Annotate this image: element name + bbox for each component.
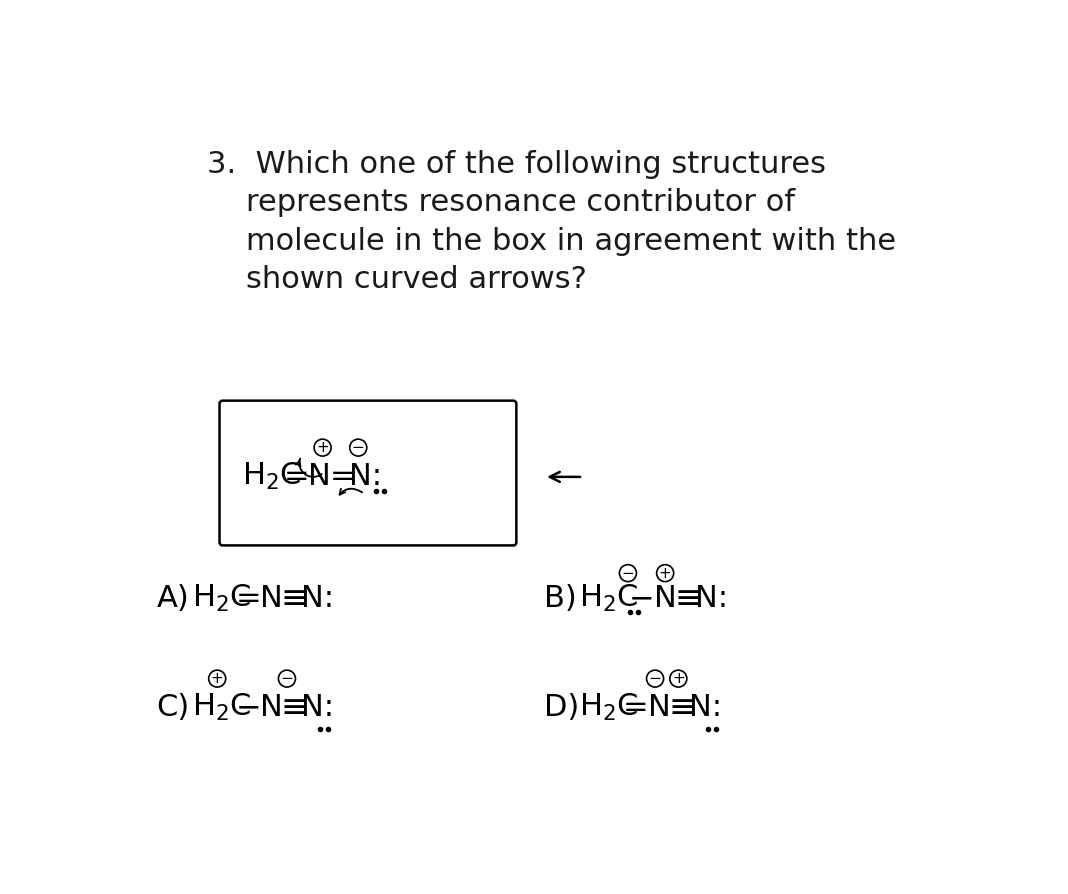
Text: ≡: ≡ bbox=[674, 582, 703, 615]
Text: N: N bbox=[647, 694, 671, 722]
Text: −: − bbox=[235, 694, 261, 722]
Text: 3.  Which one of the following structures: 3. Which one of the following structures bbox=[207, 149, 827, 179]
Text: −: − bbox=[351, 440, 364, 455]
Text: H$_2$C: H$_2$C bbox=[579, 692, 639, 723]
Text: A): A) bbox=[157, 584, 189, 613]
Text: N:: N: bbox=[695, 584, 728, 613]
Text: H$_2$C: H$_2$C bbox=[242, 461, 301, 493]
Text: B): B) bbox=[545, 584, 577, 613]
Text: N:: N: bbox=[301, 584, 334, 613]
Text: +: + bbox=[316, 440, 329, 455]
Text: +: + bbox=[210, 671, 223, 686]
Text: H$_2$C: H$_2$C bbox=[191, 692, 251, 723]
Text: D): D) bbox=[545, 694, 580, 722]
Text: N: N bbox=[309, 462, 331, 492]
Text: molecule in the box in agreement with the: molecule in the box in agreement with th… bbox=[207, 227, 896, 256]
Text: C): C) bbox=[157, 694, 190, 722]
Text: N: N bbox=[654, 584, 676, 613]
Text: N:: N: bbox=[349, 462, 382, 492]
Text: represents resonance contributor of: represents resonance contributor of bbox=[207, 188, 795, 217]
Text: shown curved arrows?: shown curved arrows? bbox=[207, 266, 587, 294]
Text: ≡: ≡ bbox=[669, 691, 696, 724]
Text: H$_2$C: H$_2$C bbox=[191, 583, 251, 614]
Text: H$_2$C: H$_2$C bbox=[579, 583, 639, 614]
FancyBboxPatch shape bbox=[220, 401, 516, 545]
Text: N:: N: bbox=[301, 694, 334, 722]
Text: −: − bbox=[648, 671, 661, 686]
Text: −: − bbox=[628, 584, 654, 613]
Text: ≡: ≡ bbox=[281, 582, 309, 615]
Text: N:: N: bbox=[689, 694, 722, 722]
Text: =: = bbox=[330, 462, 356, 492]
Text: =: = bbox=[623, 694, 648, 722]
Text: ≡: ≡ bbox=[281, 691, 309, 724]
Text: +: + bbox=[672, 671, 685, 686]
Text: =: = bbox=[283, 462, 309, 492]
Text: +: + bbox=[659, 566, 672, 580]
Text: N: N bbox=[261, 694, 283, 722]
Text: −: − bbox=[622, 566, 634, 580]
Text: −: − bbox=[281, 671, 294, 686]
Text: N: N bbox=[261, 584, 283, 613]
Text: =: = bbox=[235, 584, 261, 613]
